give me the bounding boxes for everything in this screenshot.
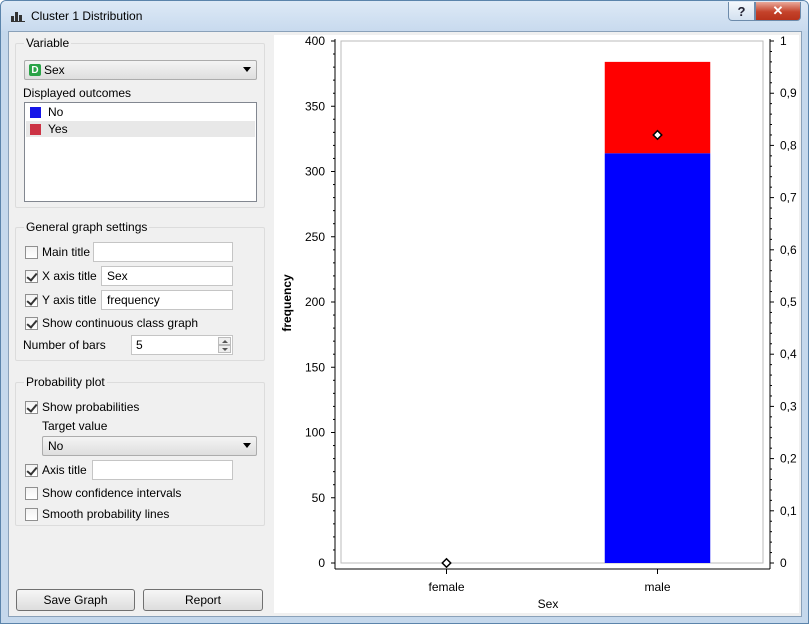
report-button[interactable]: Report bbox=[143, 589, 263, 611]
client-area: Variable D Sex Displayed outcomes No Yes bbox=[8, 31, 802, 617]
y2-tick-label: 1 bbox=[780, 35, 787, 48]
y-tick-label: 50 bbox=[312, 491, 326, 505]
number-of-bars-label: Number of bars bbox=[23, 338, 106, 352]
y-tick-label: 150 bbox=[305, 360, 325, 374]
y-tick-label: 200 bbox=[305, 295, 325, 309]
x-axis-title-checkbox[interactable] bbox=[25, 269, 38, 283]
show-probabilities-option[interactable]: Show probabilities bbox=[25, 399, 139, 415]
histogram-app-icon bbox=[11, 12, 25, 22]
y-axis-title-label: Y axis title bbox=[42, 293, 97, 307]
color-swatch-no bbox=[30, 106, 41, 118]
y2-tick-label: 0,7 bbox=[780, 191, 797, 205]
axis-title-option[interactable]: Axis title bbox=[25, 462, 87, 478]
y2-tick-label: 0,8 bbox=[780, 138, 797, 152]
spin-down-icon[interactable] bbox=[218, 345, 231, 353]
y2-tick-label: 0,4 bbox=[780, 347, 797, 361]
close-icon: ✕ bbox=[772, 3, 784, 18]
chart-area: 0 50 100 150 200 250 300 350 400 0 0,1 0,2 0,3 0,4 0,… bbox=[274, 34, 799, 613]
save-graph-button[interactable]: Save Graph bbox=[16, 589, 135, 611]
variable-group-title: Variable bbox=[24, 36, 72, 50]
y-tick-label: 0 bbox=[318, 556, 325, 570]
y-axis-title-option[interactable]: Y axis title bbox=[25, 292, 96, 308]
outcome-label-yes: Yes bbox=[48, 122, 68, 136]
show-continuous-option[interactable]: Show continuous class graph bbox=[25, 315, 198, 331]
show-continuous-checkbox[interactable] bbox=[25, 316, 38, 330]
target-value-label: Target value bbox=[42, 419, 108, 433]
smooth-lines-checkbox[interactable] bbox=[25, 507, 38, 521]
x-axis-title-option[interactable]: X axis title bbox=[25, 268, 97, 284]
smooth-lines-label: Smooth probability lines bbox=[42, 507, 170, 521]
x-axis-title-label: X axis title bbox=[42, 269, 97, 283]
title-bar[interactable]: Cluster 1 Distribution ? ✕ bbox=[1, 1, 808, 31]
show-confidence-checkbox[interactable] bbox=[25, 486, 38, 500]
main-title-option[interactable]: Main title bbox=[25, 244, 90, 260]
y-tick-label: 300 bbox=[305, 165, 325, 179]
main-title-checkbox[interactable] bbox=[25, 245, 38, 259]
y-axis-title-checkbox[interactable] bbox=[25, 293, 38, 307]
close-button[interactable]: ✕ bbox=[755, 2, 801, 21]
y-axis-title-input[interactable]: frequency bbox=[101, 290, 233, 310]
probability-plot-title: Probability plot bbox=[24, 375, 107, 389]
x-axis-title: Sex bbox=[538, 597, 559, 611]
show-probabilities-label: Show probabilities bbox=[42, 400, 140, 414]
variable-select[interactable]: D Sex bbox=[24, 60, 257, 80]
y-tick-label: 100 bbox=[305, 426, 325, 440]
y2-tick-label: 0,2 bbox=[780, 452, 797, 466]
help-button[interactable]: ? bbox=[728, 2, 755, 21]
discrete-type-icon: D bbox=[29, 64, 41, 76]
y-tick-label: 400 bbox=[305, 35, 325, 48]
color-swatch-yes bbox=[30, 123, 41, 135]
variable-group: Variable D Sex Displayed outcomes No Yes bbox=[15, 36, 265, 208]
probability-plot-group: Probability plot Show probabilities Targ… bbox=[15, 375, 265, 526]
y2-tick-label: 0,1 bbox=[780, 504, 797, 518]
y2-tick-label: 0,3 bbox=[780, 399, 797, 413]
plot-frame bbox=[340, 40, 764, 564]
spin-up-icon[interactable] bbox=[218, 337, 231, 345]
y2-tick-label: 0,6 bbox=[780, 243, 797, 257]
distribution-chart: 0 50 100 150 200 250 300 350 400 0 0,1 0,2 0,3 0,4 0,… bbox=[280, 34, 797, 611]
outcome-label-no: No bbox=[48, 105, 64, 119]
x-tick-label: female bbox=[428, 580, 464, 594]
window-title: Cluster 1 Distribution bbox=[31, 9, 143, 23]
target-value-select-value: No bbox=[48, 439, 64, 453]
y-tick-label: 350 bbox=[305, 99, 325, 113]
show-probabilities-checkbox[interactable] bbox=[25, 400, 38, 414]
show-confidence-label: Show confidence intervals bbox=[42, 486, 182, 500]
axis-title-checkbox[interactable] bbox=[25, 463, 38, 477]
number-of-bars-value: 5 bbox=[136, 338, 143, 352]
list-item-no[interactable]: No bbox=[26, 104, 255, 120]
chevron-down-icon bbox=[243, 67, 251, 72]
axis-title-label: Axis title bbox=[42, 463, 87, 477]
x-tick-label: male bbox=[644, 580, 670, 594]
y2-tick-label: 0,9 bbox=[780, 86, 797, 100]
displayed-outcomes-label: Displayed outcomes bbox=[23, 86, 132, 100]
graph-settings-title: General graph settings bbox=[24, 220, 150, 234]
main-title-input[interactable] bbox=[93, 242, 233, 262]
y2-tick-label: 0,5 bbox=[780, 295, 797, 309]
show-confidence-option[interactable]: Show confidence intervals bbox=[25, 485, 181, 501]
probability-point-female bbox=[441, 557, 452, 569]
number-of-bars-spinbox[interactable]: 5 bbox=[131, 335, 233, 355]
x-axis-title-input[interactable]: Sex bbox=[101, 266, 233, 286]
graph-settings-group: General graph settings Main title X axis… bbox=[15, 220, 265, 361]
target-value-select[interactable]: No bbox=[42, 436, 257, 456]
variable-select-value: Sex bbox=[44, 63, 65, 77]
list-item-yes[interactable]: Yes bbox=[26, 121, 255, 137]
bar-no-male bbox=[604, 153, 711, 563]
outcomes-list[interactable]: No Yes bbox=[24, 102, 257, 202]
help-icon: ? bbox=[737, 3, 746, 19]
main-title-label: Main title bbox=[42, 245, 91, 259]
axis-title-input[interactable] bbox=[92, 460, 233, 480]
y-tick-label: 250 bbox=[305, 230, 325, 244]
chevron-down-icon bbox=[243, 443, 251, 448]
probability-point-male bbox=[652, 129, 663, 141]
smooth-lines-option[interactable]: Smooth probability lines bbox=[25, 506, 169, 522]
y-axis-title: frequency bbox=[280, 274, 294, 332]
y2-tick-label: 0 bbox=[780, 556, 787, 570]
show-continuous-label: Show continuous class graph bbox=[42, 316, 199, 330]
